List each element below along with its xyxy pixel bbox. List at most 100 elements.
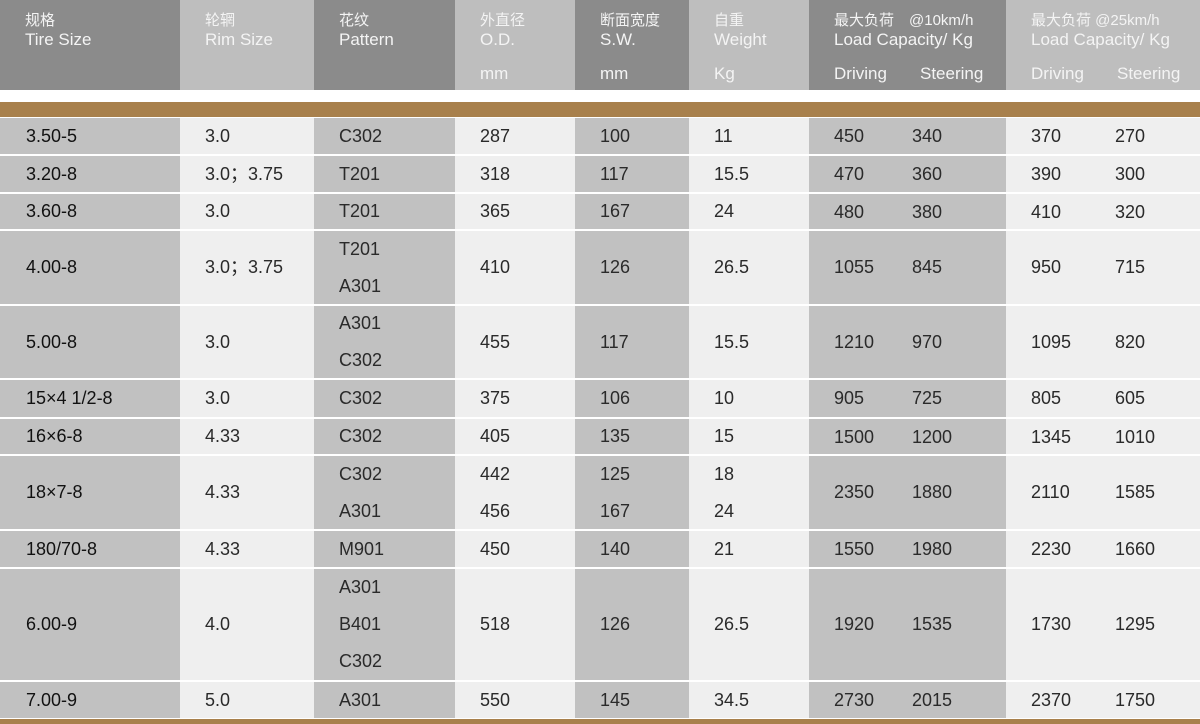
cell-tire-size: 7.00-9: [0, 682, 180, 718]
cell-od: 450: [455, 531, 575, 567]
cell-rim-size: 3.0；3.75: [180, 156, 314, 192]
load-steering: 1295: [1115, 614, 1156, 634]
cell-pattern: C302: [314, 419, 455, 454]
cell-od: 318: [455, 156, 575, 192]
cell-load-25: 2110 1585: [1006, 456, 1200, 529]
cell-text: 3.0: [205, 388, 231, 408]
cell-weight: 26.5: [689, 569, 809, 680]
cell-pattern: A301: [314, 682, 455, 718]
load-steering: 1750: [1115, 690, 1156, 710]
cell-weight: 21: [689, 531, 809, 567]
cell-weight: 15.5: [689, 156, 809, 192]
load-driving: 1095: [1031, 331, 1072, 352]
cell-text: 6.00-9: [26, 614, 78, 634]
load-driving: 905: [834, 388, 865, 408]
load-steering: 300: [1115, 164, 1146, 184]
cell-od: 365: [455, 194, 575, 229]
cell-text: 24: [714, 201, 735, 221]
cell-text: 287: [480, 125, 511, 146]
cell-weight: 15: [689, 419, 809, 454]
cell-od: 442 456: [455, 456, 575, 529]
cell-tire-size: 15×4 1/2-8: [0, 380, 180, 417]
load-driving: 1920: [834, 614, 875, 634]
load-driving: 2350: [834, 482, 875, 502]
cell-load-25: 950 715: [1006, 231, 1200, 304]
header-zh: 断面宽度: [600, 12, 661, 29]
accent-bar-top: [0, 102, 1200, 117]
load-steering: 1980: [912, 539, 953, 559]
cell-rim-size: 3.0: [180, 118, 314, 154]
table-row: 3.20-8 3.0；3.75 T201 318 117 15.5 470 360 390 300: [0, 156, 1200, 192]
cell-text: 100: [600, 125, 631, 146]
table-row: 5.00-8 3.0 A301 C302 455 117 15.5 1210 970 1095 82…: [0, 306, 1200, 378]
cell-load-10: 450 340: [809, 118, 1006, 154]
cell-load-10: 480 380: [809, 194, 1006, 229]
accent-bar-bottom: [0, 719, 1200, 724]
cell-text: 318: [480, 163, 511, 184]
cell-pattern: C302: [314, 118, 455, 154]
cell-rim-size: 3.0；3.75: [180, 231, 314, 304]
cell-sw: 140: [575, 531, 689, 567]
cell-text: T201: [339, 163, 381, 184]
cell-text: 117: [600, 331, 629, 352]
cell-od: 405: [455, 419, 575, 454]
header-load-25: 最大负荷 @25km/h Load Capacity/ Kg Driving S…: [1006, 0, 1200, 90]
cell-weight: 26.5: [689, 231, 809, 304]
cell-weight: 10: [689, 380, 809, 417]
cell-text: 3.60-8: [26, 201, 78, 221]
cell-text: 21: [714, 538, 735, 559]
cell-sw: 167: [575, 194, 689, 229]
header-zh: 轮辋: [205, 12, 236, 29]
cell-load-25: 1345 1010: [1006, 419, 1200, 454]
cell-sw: 125 167: [575, 456, 689, 529]
cell-od: 550: [455, 682, 575, 718]
cell-text: C302: [339, 426, 383, 446]
cell-load-25: 390 300: [1006, 156, 1200, 192]
cell-text: 518: [480, 614, 511, 634]
cell-text: A301: [339, 689, 382, 710]
cell-text: 442: [480, 463, 511, 484]
cell-sw: 100: [575, 118, 689, 154]
cell-text: 4.33: [205, 482, 241, 502]
cell-text: B401: [339, 614, 382, 634]
cell-text: 4.0: [205, 614, 231, 634]
table-row: 16×6-8 4.33 C302 405 135 15 1500 1200 1345 1010: [0, 419, 1200, 454]
cell-text: A301: [339, 500, 382, 521]
cell-text: 34.5: [714, 689, 750, 710]
cell-text: C302: [339, 651, 383, 671]
cell-text: 7.00-9: [26, 689, 78, 710]
cell-pattern: C302 A301: [314, 456, 455, 529]
cell-text: T201: [339, 238, 381, 259]
cell-sw: 145: [575, 682, 689, 718]
cell-sw: 135: [575, 419, 689, 454]
cell-tire-size: 16×6-8: [0, 419, 180, 454]
table-row: 7.00-9 5.0 A301 550 145 34.5 2730 2015 2370 1750: [0, 682, 1200, 718]
cell-sw: 117: [575, 156, 689, 192]
cell-text: 3.20-8: [26, 163, 78, 184]
cell-tire-size: 18×7-8: [0, 456, 180, 529]
cell-text: 24: [714, 500, 735, 521]
load-steering: 320: [1115, 202, 1146, 222]
table-row: 6.00-9 4.0 A301 B401 C302 518 126 26.5 1920 1535 1…: [0, 569, 1200, 680]
header-rim-size: 轮辋 Rim Size: [180, 0, 314, 90]
cell-weight: 34.5: [689, 682, 809, 718]
load-driving: 410: [1031, 202, 1062, 222]
load-driving: 1730: [1031, 614, 1072, 634]
cell-sw: 106: [575, 380, 689, 417]
cell-od: 287: [455, 118, 575, 154]
load-driving: 370: [1031, 126, 1062, 146]
cell-text: 126: [600, 614, 631, 634]
cell-load-25: 805 605: [1006, 380, 1200, 417]
load-driving: 950: [1031, 257, 1062, 277]
cell-pattern: T201: [314, 194, 455, 229]
cell-text: A301: [339, 275, 382, 296]
cell-text: 4.33: [205, 426, 241, 446]
cell-text: 365: [480, 201, 511, 221]
cell-load-10: 1055 845: [809, 231, 1006, 304]
cell-load-25: 410 320: [1006, 194, 1200, 229]
load-steering: 820: [1115, 331, 1146, 352]
cell-weight: 15.5: [689, 306, 809, 378]
header-load-10: 最大负荷 @10km/h Load Capacity/ Kg Driving S…: [809, 0, 1006, 90]
cell-text: 5.0: [205, 689, 231, 710]
cell-sw: 126: [575, 231, 689, 304]
